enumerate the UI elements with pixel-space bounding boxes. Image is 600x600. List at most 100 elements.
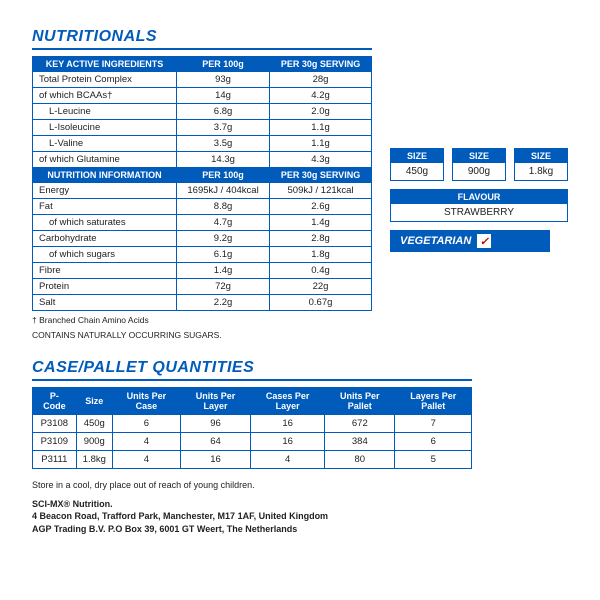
case-cell: 80	[325, 451, 395, 469]
case-cell: 384	[325, 433, 395, 451]
size-hdr: SIZE	[453, 149, 505, 163]
size-hdr: SIZE	[391, 149, 443, 163]
nutri-per100: 72g	[177, 279, 270, 295]
case-th: Units Per Case	[112, 388, 180, 415]
case-cell: P3111	[33, 451, 77, 469]
address-line-1: SCI-MX® Nutrition.	[32, 498, 568, 511]
nutri-per100: 6.8g	[177, 104, 270, 120]
footnote-bcaa: † Branched Chain Amino Acids	[32, 315, 372, 326]
case-cell: 4	[112, 451, 180, 469]
case-th: Size	[76, 388, 112, 415]
size-val: 900g	[453, 163, 505, 180]
nutri-per100: 8.8g	[177, 199, 270, 215]
nutri-per30: 1.4g	[270, 215, 372, 231]
nutri-per100: 2.2g	[177, 295, 270, 311]
storage-note: Store in a cool, dry place out of reach …	[32, 479, 568, 492]
nutri-per100: 6.1g	[177, 247, 270, 263]
nutri-label: L-Valine	[33, 136, 177, 152]
nutri-label: Carbohydrate	[33, 231, 177, 247]
nutri-per30: 28g	[270, 72, 372, 88]
case-cell: 4	[112, 433, 180, 451]
nutri-per30: 2.0g	[270, 104, 372, 120]
nutri-per30: 2.6g	[270, 199, 372, 215]
case-cell: 1.8kg	[76, 451, 112, 469]
case-cell: 16	[180, 451, 250, 469]
case-cell: 6	[112, 415, 180, 433]
vegetarian-label: VEGETARIAN	[400, 235, 471, 247]
case-cell: 64	[180, 433, 250, 451]
case-cell: 672	[325, 415, 395, 433]
nutri-per30: 4.2g	[270, 88, 372, 104]
case-th: P-Code	[33, 388, 77, 415]
nutri-per100: 1695kJ / 404kcal	[177, 183, 270, 199]
th-per100: PER 100g	[177, 57, 270, 72]
check-icon: ✓	[477, 234, 491, 248]
size-hdr: SIZE	[515, 149, 567, 163]
case-cell: 7	[395, 415, 472, 433]
case-th: Cases Per Layer	[251, 388, 325, 415]
nutri-label: Protein	[33, 279, 177, 295]
flavour-val: STRAWBERRY	[391, 204, 567, 221]
nutri-per30: 2.8g	[270, 231, 372, 247]
nutri-per30: 1.8g	[270, 247, 372, 263]
size-pill-1: SIZE 450g	[390, 148, 444, 181]
case-pallet-table: P-CodeSizeUnits Per CaseUnits Per LayerC…	[32, 387, 472, 469]
case-cell: P3108	[33, 415, 77, 433]
nutri-per30: 22g	[270, 279, 372, 295]
nutri-label: Energy	[33, 183, 177, 199]
case-cell: 16	[251, 433, 325, 451]
nutri-label: Fat	[33, 199, 177, 215]
address-line-3: AGP Trading B.V. P.O Box 39, 6001 GT Wee…	[32, 523, 568, 536]
nutri-per30: 1.1g	[270, 120, 372, 136]
nutri-label: of which sugars	[33, 247, 177, 263]
nutri-per100: 1.4g	[177, 263, 270, 279]
case-th: Layers Per Pallet	[395, 388, 472, 415]
case-cell: P3109	[33, 433, 77, 451]
th-ingredients: KEY ACTIVE INGREDIENTS	[33, 57, 177, 72]
nutri-per30: 0.67g	[270, 295, 372, 311]
size-val: 450g	[391, 163, 443, 180]
case-cell: 6	[395, 433, 472, 451]
nutri-label: of which Glutamine	[33, 152, 177, 168]
footnote-sugars: CONTAINS NATURALLY OCCURRING SUGARS.	[32, 330, 372, 341]
nutri-label: of which BCAAs†	[33, 88, 177, 104]
case-cell: 96	[180, 415, 250, 433]
case-cell: 450g	[76, 415, 112, 433]
size-pill-2: SIZE 900g	[452, 148, 506, 181]
nutritionals-table: KEY ACTIVE INGREDIENTS PER 100g PER 30g …	[32, 56, 372, 311]
th-per30: PER 30g SERVING	[270, 57, 372, 72]
nutri-label: L-Leucine	[33, 104, 177, 120]
flavour-pill: FLAVOUR STRAWBERRY	[390, 189, 568, 222]
nutri-per100: 14g	[177, 88, 270, 104]
flavour-hdr: FLAVOUR	[391, 190, 567, 204]
case-cell: 5	[395, 451, 472, 469]
vegetarian-pill: VEGETARIAN ✓	[390, 230, 550, 252]
case-pallet-title: CASE/PALLET QUANTITIES	[32, 359, 472, 381]
nutri-per30: 4.3g	[270, 152, 372, 168]
nutri-per100: 3.5g	[177, 136, 270, 152]
nutri-per100: 14.3g	[177, 152, 270, 168]
nutri-per30: 509kJ / 121kcal	[270, 183, 372, 199]
case-th: Units Per Layer	[180, 388, 250, 415]
nutritionals-title: NUTRITIONALS	[32, 28, 372, 50]
size-val: 1.8kg	[515, 163, 567, 180]
nutri-per100: 4.7g	[177, 215, 270, 231]
nutri-label: Salt	[33, 295, 177, 311]
nutri-per100: 93g	[177, 72, 270, 88]
case-cell: 900g	[76, 433, 112, 451]
nutri-per30: 1.1g	[270, 136, 372, 152]
th-per30-2: PER 30g SERVING	[270, 168, 372, 183]
case-th: Units Per Pallet	[325, 388, 395, 415]
nutri-per30: 0.4g	[270, 263, 372, 279]
size-pill-3: SIZE 1.8kg	[514, 148, 568, 181]
th-per100-2: PER 100g	[177, 168, 270, 183]
nutri-label: of which saturates	[33, 215, 177, 231]
nutri-label: L-Isoleucine	[33, 120, 177, 136]
size-row: SIZE 450g SIZE 900g SIZE 1.8kg	[390, 148, 568, 181]
nutri-per100: 9.2g	[177, 231, 270, 247]
nutri-label: Fibre	[33, 263, 177, 279]
nutri-per100: 3.7g	[177, 120, 270, 136]
case-cell: 4	[251, 451, 325, 469]
case-cell: 16	[251, 415, 325, 433]
nutri-label: Total Protein Complex	[33, 72, 177, 88]
